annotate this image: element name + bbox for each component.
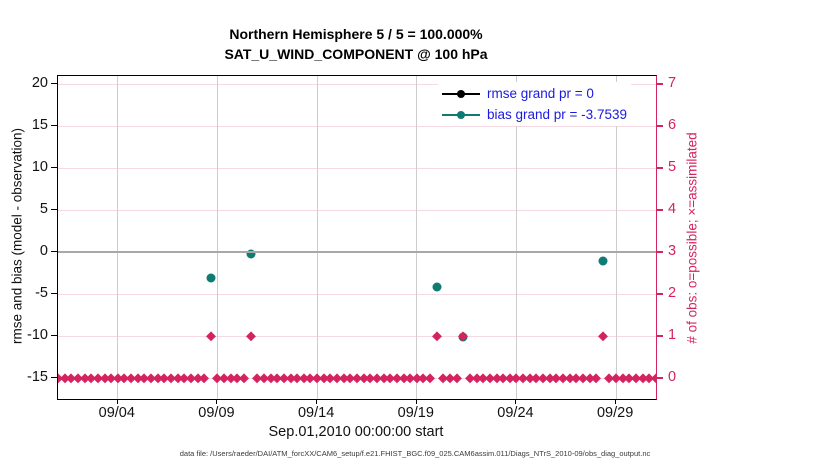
grid-line-horizontal (58, 167, 656, 169)
y-right-tick-label: 4 (668, 201, 677, 218)
x-tick-label: 09/29 (596, 405, 634, 421)
zero-reference-line (58, 250, 656, 254)
obs-count-one-marker (432, 331, 442, 341)
x-tick-mark (515, 399, 517, 404)
legend-label-rmse: rmse grand pr = 0 (487, 86, 594, 101)
y-left-tick-mark (51, 167, 57, 169)
bias-point (206, 273, 216, 283)
data-file-caption: data file: /Users/raeder/DAI/ATM_forcXX/… (179, 449, 651, 458)
y-left-tick-label: 10 (31, 159, 48, 176)
chart-title-line1: Northern Hemisphere 5 / 5 = 100.000% (229, 26, 483, 42)
bias-point (246, 249, 256, 259)
grid-line-vertical (316, 76, 318, 399)
y-axis-right-label: # of obs: o=possible; ×=assimilated (684, 132, 700, 344)
y-right-tick-mark (657, 377, 663, 379)
y-left-tick-label: -5 (35, 285, 48, 302)
bias-line-marker-icon (442, 110, 480, 119)
y-left-tick-label: 5 (39, 201, 48, 218)
obs-count-zero-marker (199, 373, 209, 383)
grid-line-horizontal (58, 125, 656, 127)
grid-line-vertical (515, 76, 517, 399)
y-left-tick-label: -10 (27, 327, 48, 344)
obs-count-one-marker (598, 331, 608, 341)
x-tick-label: 09/09 (198, 405, 235, 421)
x-tick-label: 09/19 (397, 405, 434, 421)
grid-line-horizontal (58, 293, 656, 295)
y-right-tick-label: 5 (668, 159, 677, 176)
obs-count-zero-marker (452, 373, 462, 383)
y-left-tick-label: 15 (31, 117, 48, 134)
grid-line-horizontal (58, 335, 656, 337)
bias-point (432, 282, 442, 292)
x-tick-label: 09/24 (497, 405, 534, 421)
y-left-tick-mark (51, 293, 57, 295)
plot-area (57, 75, 657, 400)
grid-line-vertical (117, 76, 119, 399)
bias-point (598, 256, 608, 266)
grid-line-vertical (416, 76, 418, 399)
y-left-tick-mark (51, 209, 57, 211)
y-right-tick-label: 2 (668, 285, 677, 302)
x-tick-mark (316, 399, 318, 404)
legend-label-bias: bias grand pr = -3.7539 (487, 107, 627, 122)
obs-count-one-marker (206, 331, 216, 341)
y-right-tick-label: 0 (668, 369, 677, 386)
y-left-tick-mark (51, 377, 57, 379)
x-tick-label: 09/04 (98, 405, 135, 421)
y-left-tick-mark (51, 335, 57, 337)
y-right-tick-mark (657, 125, 663, 127)
y-left-tick-label: 0 (39, 243, 48, 260)
y-right-tick-label: 3 (668, 243, 677, 260)
grid-line-vertical (615, 76, 617, 399)
chart-title-line2: SAT_U_WIND_COMPONENT @ 100 hPa (224, 46, 488, 62)
y-right-tick-mark (657, 209, 663, 211)
y-axis-left-label: rmse and bias (model - observation) (9, 127, 25, 345)
obs-count-one-marker (246, 331, 256, 341)
y-left-tick-label: 20 (31, 75, 48, 92)
y-right-tick-mark (657, 167, 663, 169)
legend-item-rmse: rmse grand pr = 0 (442, 83, 627, 104)
rmse-line-marker-icon (442, 89, 480, 98)
x-axis-label: Sep.01,2010 00:00:00 start (268, 424, 444, 440)
grid-line-horizontal (58, 209, 656, 211)
x-tick-label: 09/14 (297, 405, 335, 421)
y-left-tick-label: -15 (27, 369, 48, 386)
y-left-tick-mark (51, 83, 57, 85)
obs-count-zero-marker (591, 373, 601, 383)
y-left-tick-mark (51, 125, 57, 127)
y-right-tick-mark (657, 83, 663, 85)
y-left-tick-mark (51, 251, 57, 253)
x-tick-mark (615, 399, 617, 404)
y-right-tick-label: 7 (668, 75, 677, 92)
obs-count-zero-marker (239, 373, 249, 383)
grid-line-vertical (216, 76, 218, 399)
y-right-tick-mark (657, 335, 663, 337)
y-right-tick-mark (657, 251, 663, 253)
obs-count-zero-marker (425, 373, 435, 383)
y-right-tick-label: 1 (668, 327, 677, 344)
y-right-tick-mark (657, 293, 663, 295)
y-right-tick-label: 6 (668, 117, 677, 134)
x-tick-mark (415, 399, 417, 404)
legend: rmse grand pr = 0 bias grand pr = -3.753… (438, 82, 631, 126)
chart-title: Northern Hemisphere 5 / 5 = 100.000% SAT… (57, 24, 655, 64)
legend-item-bias: bias grand pr = -3.7539 (442, 104, 627, 125)
x-tick-mark (116, 399, 118, 404)
x-tick-mark (216, 399, 218, 404)
grid-line-horizontal (58, 83, 656, 85)
